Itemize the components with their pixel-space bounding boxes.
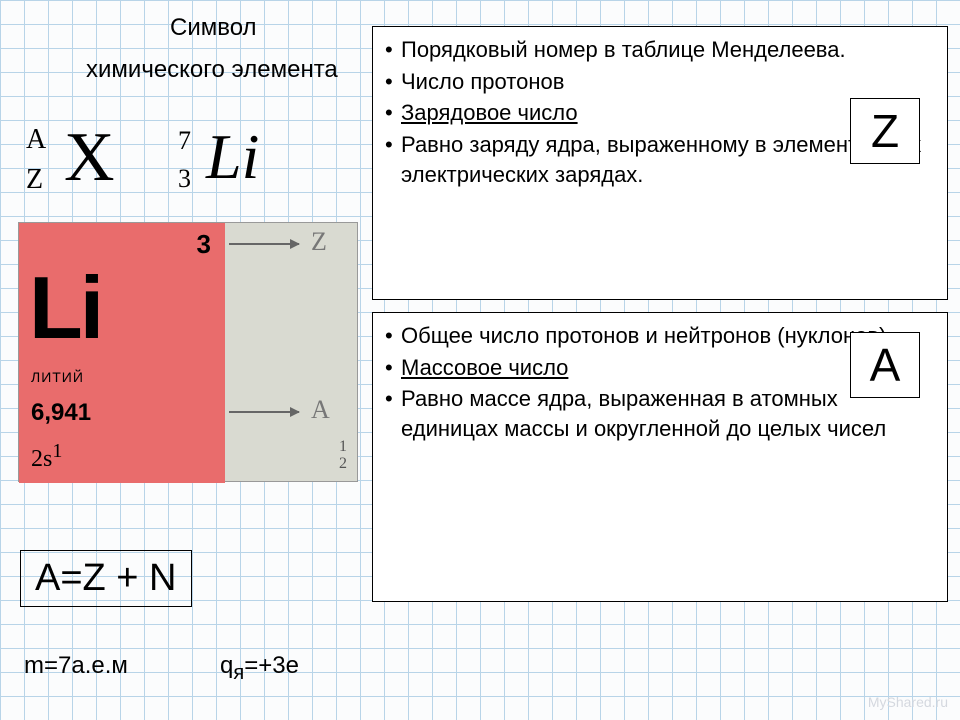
notation-Z: Z — [26, 164, 43, 196]
info-item: Число протонов — [385, 67, 935, 97]
notation-X: X — [64, 118, 115, 198]
element-card-red: 3 Li ЛИТИЙ 6,941 2s1 — [19, 223, 225, 483]
content: Символ химического элемента A Z X 7 3 Li… — [0, 0, 960, 720]
shell-1: 1 — [339, 438, 347, 456]
arrow-a — [229, 411, 299, 413]
notation-exZ: 3 — [178, 164, 191, 194]
element-card: 3 Li ЛИТИЙ 6,941 2s1 1 2 Z A — [18, 222, 358, 482]
charge-sub: я — [233, 662, 244, 684]
watermark: MyShared.ru — [868, 694, 948, 710]
charge-prefix: q — [220, 652, 233, 679]
equation-box: A=Z + N — [20, 550, 192, 607]
shell-2: 2 — [339, 455, 347, 473]
arrow-z — [229, 243, 299, 245]
econf-base: 2s — [31, 446, 52, 472]
element-mass: 6,941 — [31, 399, 91, 427]
mass-equation: m=7а.е.м — [24, 652, 128, 680]
arrow-z-label: Z — [311, 227, 327, 257]
notation-exSym: Li — [206, 120, 259, 194]
a-letter-box: A — [850, 332, 920, 398]
element-notation: A Z X 7 3 Li — [20, 124, 340, 204]
info-item: Порядковый номер в таблице Менделеева. — [385, 35, 935, 65]
element-name: ЛИТИЙ — [31, 369, 84, 385]
electron-config: 2s1 — [31, 440, 62, 473]
notation-exA: 7 — [178, 126, 191, 156]
charge-equation: qя=+3e — [220, 652, 299, 685]
arrow-a-label: A — [311, 395, 330, 425]
charge-suffix: =+3e — [244, 652, 299, 679]
electron-shells: 1 2 — [339, 438, 347, 473]
econf-sup: 1 — [52, 440, 62, 462]
title-line2: химического элемента — [86, 56, 338, 84]
title-line1: Символ — [170, 14, 257, 42]
notation-A: A — [26, 124, 46, 156]
atomic-number: 3 — [197, 229, 211, 260]
element-symbol: Li — [29, 257, 101, 359]
z-letter-box: Z — [850, 98, 920, 164]
